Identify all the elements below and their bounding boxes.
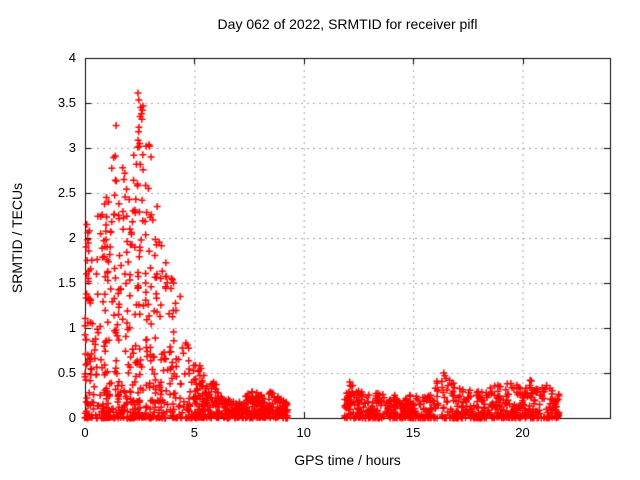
y-tick-label: 2.5	[57, 185, 76, 200]
y-tick-label: 3	[68, 140, 76, 155]
y-tick-label: 0.5	[57, 365, 76, 380]
y-axis-label: SRMTID / TECUs	[9, 182, 25, 294]
y-tick-label: 1.5	[57, 275, 76, 290]
x-tick-label: 10	[296, 425, 311, 440]
x-tick-label: 5	[190, 425, 198, 440]
y-tick-label: 0	[68, 410, 76, 425]
y-tick-label: 1	[68, 320, 76, 335]
x-axis-label: GPS time / hours	[294, 452, 401, 468]
chart-title: Day 062 of 2022, SRMTID for receiver pif…	[217, 16, 478, 32]
x-tick-label: 20	[515, 425, 530, 440]
y-tick-label: 4	[68, 50, 76, 65]
y-tick-label: 2	[68, 230, 76, 245]
y-tick-label: 3.5	[57, 95, 76, 110]
x-tick-label: 0	[81, 425, 89, 440]
x-tick-label: 15	[405, 425, 421, 440]
